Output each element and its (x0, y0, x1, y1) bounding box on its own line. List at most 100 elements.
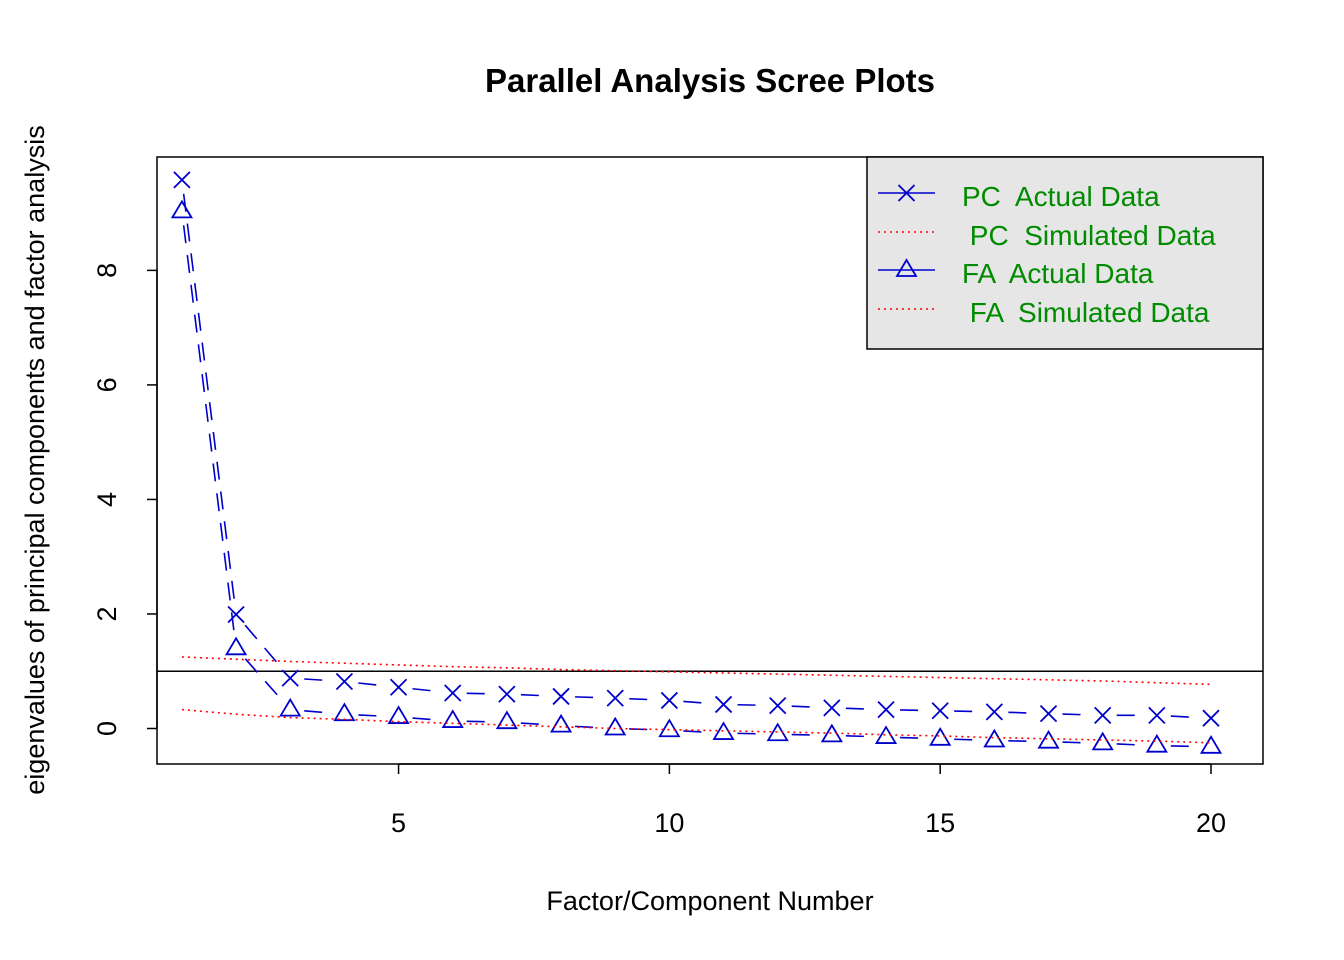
y-tick-label-8: 8 (92, 263, 122, 278)
pc-actual-segment (412, 687, 439, 693)
fa-actual-point-14 (874, 725, 898, 744)
pc-actual-segment (1008, 711, 1035, 714)
y-tick-label-4: 4 (92, 492, 122, 507)
fa-actual-segment (1116, 743, 1143, 746)
fa-actual-point-15 (929, 727, 952, 746)
fa-actual-point-9 (604, 716, 627, 736)
pc-actual-point-14 (877, 700, 895, 719)
pc-actual-segment (737, 703, 764, 707)
fa-actual-point-10-shape (658, 718, 681, 738)
x-tick-label-20: 20 (1196, 808, 1226, 838)
fa-actual-point-8 (549, 713, 573, 733)
legend-marker-fa-actual-shape (895, 258, 918, 277)
pc-actual-segment (358, 682, 385, 687)
pc-actual-point-4-stroke-b (335, 672, 354, 691)
fa-actual-point-7-shape (495, 710, 518, 730)
pc-actual-segment (575, 696, 602, 699)
pc-actual-point-17 (1039, 704, 1058, 723)
legend-marker-pc-actual (897, 184, 916, 202)
fa-actual-point-3-shape (279, 697, 302, 717)
pc-actual-point-4 (335, 672, 354, 691)
fa-actual-point-1-shape (170, 199, 193, 219)
fa-actual-segment (629, 728, 656, 731)
x-tick-label-5: 5 (391, 808, 406, 838)
x-tick-label-15: 15 (925, 808, 955, 838)
fa-actual-point-4-shape (333, 702, 356, 722)
pc-actual-segment (900, 709, 927, 712)
pc-actual-point-2-stroke-b (227, 605, 245, 624)
fa-actual-point-2-shape (224, 636, 248, 656)
pc-actual-point-11-stroke-b (714, 695, 733, 714)
fa-actual-segment (520, 722, 548, 726)
fa-actual-point-18-shape (1091, 731, 1114, 751)
pc-actual-point-20-stroke-b (1202, 709, 1220, 727)
pc-actual-point-5-stroke-b (389, 678, 408, 696)
pc-actual-segment (1062, 713, 1089, 716)
fa-actual-point-3 (279, 697, 302, 717)
fa-actual-point-14-shape (874, 725, 898, 744)
fa-actual-segment (412, 717, 439, 721)
x-axis-label: Factor/Component Number (546, 886, 873, 916)
fa-actual-segment (1008, 740, 1035, 743)
fa-actual-point-7 (495, 710, 518, 730)
x-tick-label-10: 10 (654, 808, 684, 838)
pc-actual-point-20 (1202, 709, 1220, 727)
pc-actual-point-15 (931, 702, 949, 720)
pc-actual-segment (1170, 715, 1198, 719)
fa-actual-point-2 (224, 636, 248, 656)
pc-actual-segment (791, 705, 818, 709)
pc-actual-point-6 (444, 684, 462, 702)
legend-marker-pc-actual-stroke-b (897, 184, 916, 202)
fa-actual-point-9-shape (604, 716, 627, 736)
fa-actual-segment (845, 735, 873, 738)
chart-legend: PC Actual Data PC Simulated Data FA Actua… (866, 156, 1264, 350)
y-tick-label-2: 2 (92, 606, 122, 621)
y-axis-label: eigenvalues of principal components and … (20, 125, 50, 794)
pc-actual-point-7 (498, 685, 516, 703)
y-tick-label-6: 6 (92, 377, 122, 392)
chart-marks (157, 171, 1263, 754)
pc-actual-point-5 (389, 678, 408, 696)
pc-actual-segment (683, 700, 710, 705)
pc-actual-point-14-stroke-b (877, 700, 895, 719)
fa-actual-segment (304, 709, 331, 714)
pc-actual-point-19 (1148, 706, 1166, 724)
pc-actual-point-8 (552, 687, 570, 706)
legend-marker-fa-actual (895, 258, 918, 277)
pc-actual-line (182, 193, 1198, 719)
fa-actual-point-17-shape (1037, 729, 1060, 749)
pc-actual-point-18-stroke-b (1094, 706, 1112, 724)
fa-actual-point-5 (387, 705, 410, 724)
pc-actual-segment (629, 697, 656, 701)
pc-actual-point-8-stroke-b (552, 687, 570, 706)
fa-actual-point-5-shape (387, 705, 410, 724)
y-tick-label-0: 0 (92, 721, 122, 736)
pc-actual-segment (520, 693, 548, 697)
legend-label-fa-simulated: FA Simulated Data (962, 297, 1210, 328)
fa-actual-point-4 (333, 702, 356, 722)
pc-actual-point-3 (281, 669, 299, 687)
pc-actual-point-3-stroke-b (281, 669, 299, 687)
fa-actual-segment (899, 736, 927, 740)
fa-actual-point-19-shape (1145, 733, 1168, 753)
legend-label-fa-actual: FA Actual Data (962, 258, 1154, 289)
fa-actual-point-18 (1091, 731, 1114, 751)
fa-actual-point-6-shape (441, 709, 464, 728)
fa-actual-segment (1062, 741, 1089, 744)
fa-actual-segment (244, 658, 282, 700)
legend-label-pc-simulated: PC Simulated Data (962, 220, 1216, 251)
pc-actual-point-18 (1094, 706, 1112, 724)
fa-actual-point-20-shape (1199, 735, 1223, 754)
fa-actual-segment (1170, 745, 1198, 748)
pc-actual-point-13 (823, 699, 841, 717)
pc-actual-point-11 (714, 695, 733, 714)
pc-actual-point-12 (769, 696, 787, 715)
pc-actual-point-10 (660, 691, 679, 710)
fa-actual-point-15-shape (929, 727, 952, 746)
fa-actual-point-16 (983, 728, 1006, 748)
pc-actual-segment (845, 707, 873, 710)
legend-box (866, 156, 1264, 350)
pc-actual-segment (304, 678, 331, 682)
